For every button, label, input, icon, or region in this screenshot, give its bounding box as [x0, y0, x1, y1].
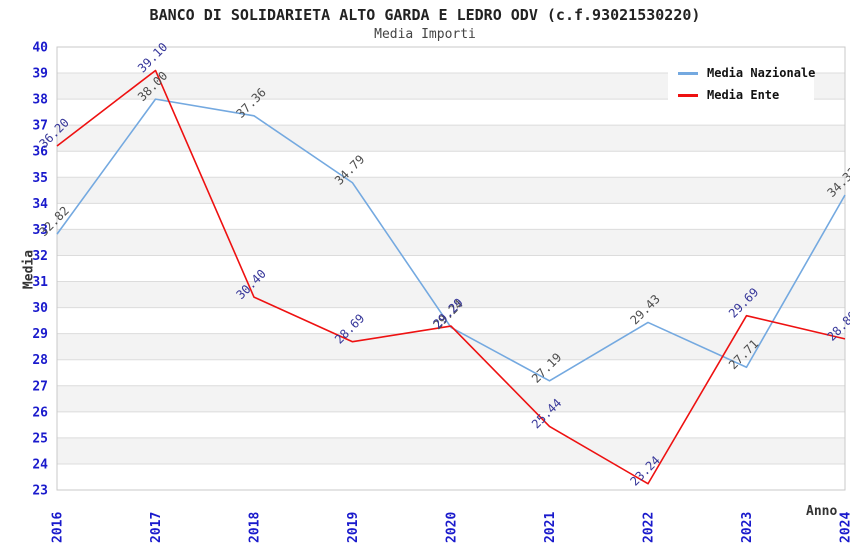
- grid-band: [57, 411, 845, 438]
- grid-band: [57, 437, 845, 464]
- legend-label: Media Ente: [707, 88, 780, 102]
- x-tick-label: 2023: [740, 512, 755, 543]
- y-tick-label: 37: [32, 119, 48, 134]
- x-tick-label: 2016: [51, 512, 66, 543]
- x-tick-label: 2021: [543, 512, 558, 543]
- y-tick-label: 24: [32, 457, 48, 472]
- legend-swatch-red-line: [678, 93, 698, 97]
- grid-band: [57, 177, 845, 204]
- grid-band: [57, 281, 845, 308]
- y-tick-label: 27: [32, 379, 48, 394]
- y-axis-title: Media: [21, 249, 37, 290]
- plot-border: [56, 46, 846, 491]
- grid-band: [57, 151, 845, 178]
- y-tick-label: 34: [32, 197, 48, 212]
- y-tick-label: 30: [32, 301, 48, 316]
- chart-title: BANCO DI SOLIDARIETA ALTO GARDA E LEDRO …: [149, 6, 701, 24]
- x-tick-label: 2019: [346, 512, 361, 543]
- grid-band: [57, 203, 845, 230]
- grid-band: [57, 463, 845, 490]
- y-tick-label: 29: [32, 327, 48, 342]
- legend-swatch-blue-line: [678, 71, 698, 75]
- chart-subtitle: Media Importi: [374, 27, 476, 42]
- legend-label: Media Nazionale: [707, 66, 816, 80]
- y-tick-label: 28: [32, 353, 48, 368]
- x-tick-label: 2017: [149, 512, 164, 543]
- grid-band: [57, 307, 845, 334]
- y-tick-label: 31: [32, 275, 48, 290]
- y-tick-label: 36: [32, 145, 48, 160]
- x-axis-title: Anno: [806, 504, 838, 519]
- x-tick-label: 2018: [248, 512, 263, 543]
- grid-band: [57, 255, 845, 282]
- y-tick-label: 40: [32, 41, 48, 56]
- y-tick-label: 33: [32, 223, 48, 238]
- series-line-0: [56, 98, 846, 382]
- legend-item-media-ente: Media Ente: [678, 88, 804, 102]
- legend-item-media-nazionale: Media Nazionale: [678, 66, 815, 80]
- x-tick-label: 2024: [839, 512, 850, 543]
- y-tick-label: 23: [32, 484, 48, 499]
- x-tick-label: 2020: [445, 512, 460, 543]
- y-tick-label: 39: [32, 67, 48, 82]
- grid-band: [57, 125, 845, 152]
- grid-band: [57, 333, 845, 360]
- y-tick-label: 35: [32, 171, 48, 186]
- chart-legend: Media Nazionale Media Ente: [668, 57, 815, 109]
- y-tick-label: 38: [32, 93, 48, 108]
- y-tick-label: 25: [32, 431, 48, 446]
- grid-band: [57, 385, 845, 412]
- x-tick-label: 2022: [642, 512, 657, 543]
- y-tick-label: 26: [32, 405, 48, 420]
- grid-band: [57, 229, 845, 256]
- y-tick-label: 32: [32, 249, 48, 264]
- series-line-1: [56, 69, 846, 485]
